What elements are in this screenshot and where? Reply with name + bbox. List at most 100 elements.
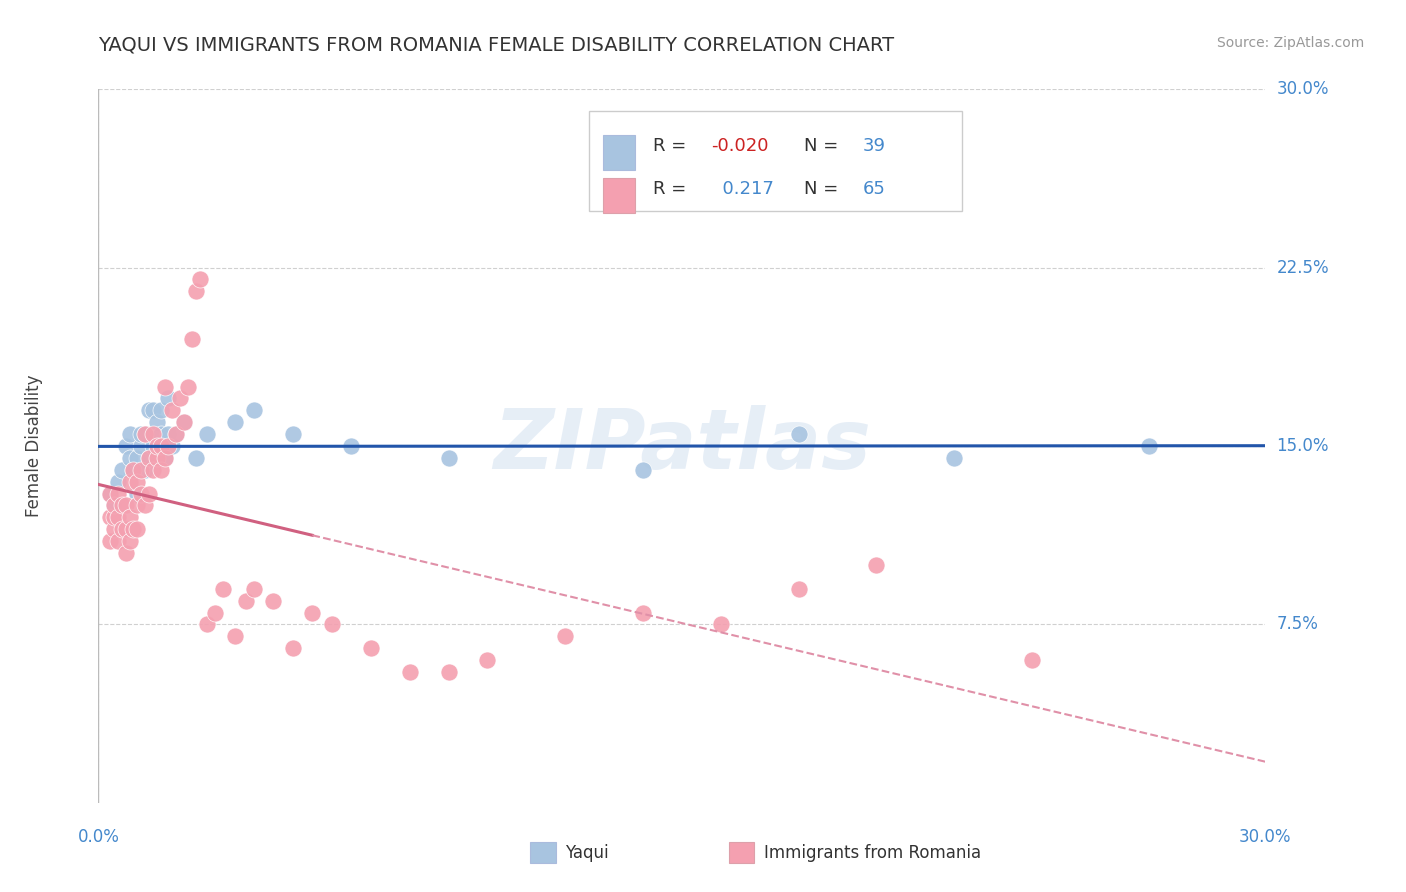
Point	[114, 499, 136, 513]
Point	[165, 427, 187, 442]
Point	[127, 499, 149, 513]
Text: R =: R =	[652, 179, 692, 197]
Point	[631, 463, 654, 477]
Point	[138, 450, 160, 465]
Point	[477, 653, 499, 667]
Point	[943, 450, 966, 465]
Point	[224, 629, 246, 643]
Point	[153, 379, 176, 393]
Point	[184, 450, 207, 465]
Point	[212, 582, 235, 596]
Point	[146, 439, 169, 453]
Point	[127, 486, 149, 500]
Point	[142, 463, 165, 477]
Point	[157, 427, 180, 442]
Text: Source: ZipAtlas.com: Source: ZipAtlas.com	[1216, 36, 1364, 50]
Point	[1021, 653, 1043, 667]
Bar	[728, 842, 754, 863]
Point	[195, 617, 218, 632]
Point	[281, 641, 304, 656]
Point	[180, 332, 202, 346]
Point	[188, 272, 211, 286]
Text: N =: N =	[804, 179, 845, 197]
Point	[243, 582, 266, 596]
Point	[235, 593, 257, 607]
Text: YAQUI VS IMMIGRANTS FROM ROMANIA FEMALE DISABILITY CORRELATION CHART: YAQUI VS IMMIGRANTS FROM ROMANIA FEMALE …	[98, 36, 894, 54]
Text: 65: 65	[863, 179, 886, 197]
Point	[103, 510, 125, 524]
Point	[177, 379, 200, 393]
Point	[129, 439, 152, 453]
Point	[103, 522, 125, 536]
Point	[153, 450, 176, 465]
Point	[129, 427, 152, 442]
Point	[554, 629, 576, 643]
Point	[146, 450, 169, 465]
Point	[122, 463, 145, 477]
Text: Yaqui: Yaqui	[565, 844, 609, 862]
Point	[118, 534, 141, 549]
Point	[138, 403, 160, 417]
Point	[103, 499, 125, 513]
Point	[98, 486, 121, 500]
Point	[138, 486, 160, 500]
Point	[107, 475, 129, 489]
Point	[134, 427, 156, 442]
Point	[107, 510, 129, 524]
Point	[127, 475, 149, 489]
Point	[118, 450, 141, 465]
Point	[169, 392, 191, 406]
Point	[118, 427, 141, 442]
Point	[127, 450, 149, 465]
Point	[118, 510, 141, 524]
Point	[111, 499, 134, 513]
Point	[865, 558, 887, 572]
Text: 30.0%: 30.0%	[1277, 80, 1329, 98]
FancyBboxPatch shape	[589, 111, 962, 211]
Point	[127, 522, 149, 536]
Point	[149, 403, 172, 417]
Point	[111, 463, 134, 477]
Point	[262, 593, 284, 607]
Point	[149, 463, 172, 477]
Point	[281, 427, 304, 442]
Point	[134, 463, 156, 477]
Text: N =: N =	[804, 136, 845, 154]
Point	[114, 546, 136, 560]
Text: R =: R =	[652, 136, 692, 154]
Point	[122, 463, 145, 477]
Text: 30.0%: 30.0%	[1239, 828, 1292, 846]
Text: -0.020: -0.020	[711, 136, 769, 154]
Point	[122, 522, 145, 536]
Point	[114, 439, 136, 453]
Point	[142, 403, 165, 417]
Point	[243, 403, 266, 417]
Point	[103, 499, 125, 513]
Point	[340, 439, 363, 453]
Point	[173, 415, 195, 429]
Point	[301, 606, 323, 620]
Point	[134, 499, 156, 513]
Point	[321, 617, 343, 632]
Point	[114, 522, 136, 536]
Point	[98, 486, 121, 500]
Text: 0.0%: 0.0%	[77, 828, 120, 846]
Point	[129, 486, 152, 500]
Point	[195, 427, 218, 442]
Text: 0.217: 0.217	[711, 179, 773, 197]
Point	[398, 665, 420, 679]
Point	[129, 463, 152, 477]
Text: Female Disability: Female Disability	[25, 375, 44, 517]
Point	[142, 427, 165, 442]
Point	[437, 665, 460, 679]
Point	[710, 617, 733, 632]
Point	[173, 415, 195, 429]
Point	[118, 475, 141, 489]
Point	[107, 486, 129, 500]
Bar	[603, 178, 636, 213]
Point	[204, 606, 226, 620]
Point	[107, 534, 129, 549]
Point	[146, 415, 169, 429]
Point	[111, 522, 134, 536]
Point	[184, 285, 207, 299]
